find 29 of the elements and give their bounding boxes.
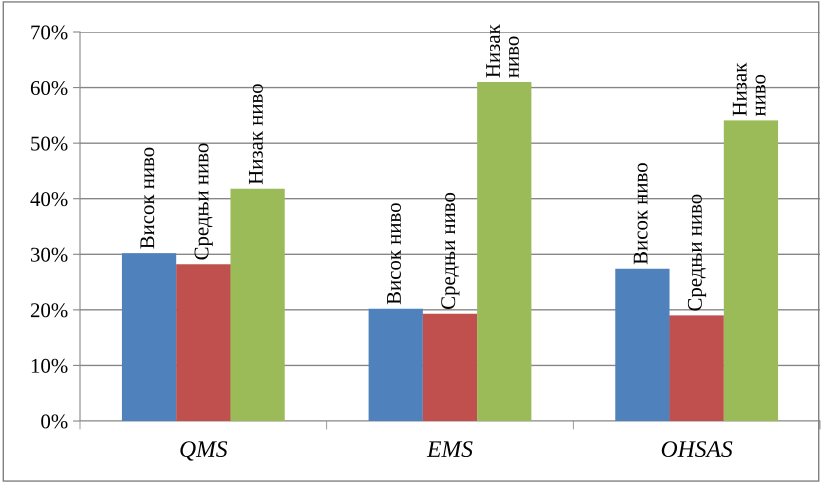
y-tick-label: 0% <box>41 414 68 428</box>
y-tick-label: 60% <box>30 80 68 96</box>
x-tick-label: EMS <box>426 441 473 458</box>
text: Низак ниво <box>732 62 766 116</box>
text: Средњи ниво <box>441 192 460 309</box>
y-tick-label: 50% <box>31 136 68 151</box>
y-tick-label: 40% <box>30 192 68 206</box>
bar <box>670 315 724 421</box>
bar <box>724 120 778 421</box>
x-tick-label: OHSAS <box>662 441 732 458</box>
bar <box>122 253 176 421</box>
bar <box>615 268 670 421</box>
y-tick-label: 70% <box>31 25 68 40</box>
x-tick-label: QMS <box>180 441 228 461</box>
y-tick-label: 30% <box>31 248 68 262</box>
text: Низак ниво <box>486 24 519 78</box>
y-tick-label: 10% <box>32 358 68 373</box>
text: Висок ниво <box>634 163 648 264</box>
bar <box>368 308 423 421</box>
bar <box>176 264 230 421</box>
text: Висок ниво <box>387 203 401 304</box>
text: Висок ниво <box>140 148 154 249</box>
bar <box>477 82 532 421</box>
y-tick-label: 20% <box>30 303 68 318</box>
text: Низак ниво <box>248 84 263 184</box>
bar <box>422 314 478 421</box>
text: Средњи ниво <box>194 143 213 260</box>
text: Средњи ниво <box>688 194 706 311</box>
bar <box>230 188 285 421</box>
